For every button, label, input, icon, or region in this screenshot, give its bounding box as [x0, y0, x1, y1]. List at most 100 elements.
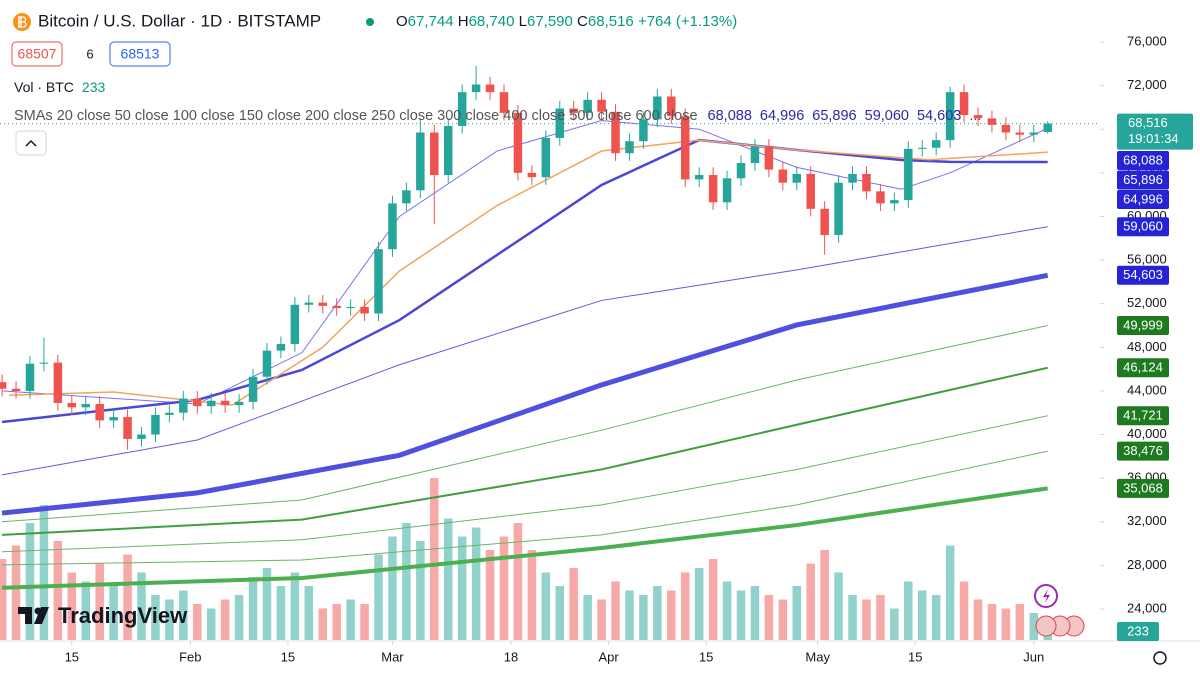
candle-body — [220, 400, 230, 406]
volume-bar — [137, 572, 146, 640]
y-tick-label: 40,000 — [1127, 426, 1167, 441]
volume-bar — [53, 541, 63, 640]
volume-bar — [39, 505, 49, 640]
candle-body — [53, 362, 63, 403]
volume-label: Vol · BTC — [14, 79, 74, 95]
volume-bar — [25, 523, 35, 640]
volume-bar — [764, 595, 774, 640]
ohlc-key: O — [396, 13, 408, 30]
sma-price-box — [1117, 441, 1169, 461]
sma-price-label: 49,999 — [1123, 317, 1163, 332]
y-tick-label: 48,000 — [1127, 339, 1167, 354]
volume-bar — [848, 595, 857, 640]
candle-body — [332, 305, 341, 309]
volume-bar — [206, 608, 216, 640]
y-tick-label: 28,000 — [1127, 557, 1167, 572]
ohlc-key: H — [458, 13, 469, 30]
candle-body — [959, 92, 969, 116]
candle-body — [597, 99, 606, 112]
volume-bar — [639, 595, 648, 640]
volume-bar — [457, 536, 467, 640]
candle-body — [569, 108, 578, 113]
x-tick-label: May — [805, 649, 830, 664]
x-tick-label: 15 — [699, 649, 713, 664]
volume-bar — [667, 590, 676, 640]
volume-bar — [583, 595, 592, 640]
y-tick-label: 32,000 — [1127, 513, 1167, 528]
candle-body — [1029, 132, 1039, 135]
candle-body — [611, 111, 620, 154]
candle-body — [680, 116, 690, 180]
volume-bar — [541, 572, 551, 640]
sell-button[interactable] — [11, 41, 63, 67]
x-tick-label: 15 — [908, 649, 922, 664]
sma-value: 64,996 — [760, 108, 804, 124]
volume-bar — [416, 541, 425, 640]
sma-price-box — [1117, 406, 1169, 426]
volume-bar — [778, 599, 788, 640]
x-tick-label: 15 — [65, 649, 79, 664]
sma-price-label: 35,068 — [1123, 480, 1163, 495]
logo-text: TradingView — [58, 603, 188, 628]
sma-line — [2, 226, 1048, 476]
volume-bar — [513, 523, 523, 640]
candle-body — [206, 400, 216, 407]
volume-bar — [332, 604, 341, 640]
volume-bar — [597, 599, 606, 640]
ohlc: O67,744 H68,740 L67,590 C68,516 +764 (+1… — [396, 13, 737, 30]
volume-bar — [792, 586, 802, 640]
candle-body — [848, 173, 857, 183]
candle-body — [890, 200, 899, 204]
sma-price-label: 41,721 — [1123, 408, 1163, 423]
candle-body — [39, 362, 49, 364]
x-tick-label: Mar — [381, 649, 404, 664]
volume-legend: Vol · BTC 233 — [14, 79, 105, 95]
candle-body — [485, 84, 495, 93]
candle-body — [555, 108, 565, 138]
volume-bar — [402, 523, 411, 640]
more: ... — [969, 108, 981, 124]
volume-bar — [360, 604, 369, 640]
sma-price-label: 54,603 — [1123, 267, 1163, 282]
volume-bar — [625, 590, 634, 640]
candle-body — [1043, 123, 1052, 133]
sma-price-label: 46,124 — [1123, 360, 1163, 375]
settings-icon[interactable] — [1153, 651, 1167, 665]
volume-bar — [931, 595, 941, 640]
candle-body — [137, 434, 146, 439]
volume-bar — [611, 581, 620, 640]
candle-body — [471, 84, 481, 93]
buy-button[interactable] — [109, 41, 171, 67]
collapse-button[interactable] — [15, 130, 47, 156]
volume-bar — [876, 595, 885, 640]
candle-body — [95, 404, 104, 421]
sma-price-box — [1117, 151, 1169, 170]
volume-bar — [820, 550, 829, 640]
candle-body — [416, 132, 425, 191]
sma-line — [9, 139, 1048, 406]
sma-price-label: 64,996 — [1123, 191, 1163, 206]
sma-label: SMAs 20 close 50 close 100 close 150 clo… — [14, 108, 698, 124]
candle-body — [625, 141, 634, 154]
volume-bar — [193, 604, 202, 640]
volume-bar — [234, 595, 244, 640]
volume-bar — [1001, 608, 1011, 640]
volume-bar — [151, 595, 160, 640]
candle-body — [764, 146, 774, 170]
sma-price-box — [1117, 478, 1169, 498]
sma-price-box — [1117, 265, 1169, 285]
volume-bar — [694, 568, 704, 640]
candle-body — [987, 118, 997, 125]
candle-body — [388, 203, 397, 250]
volume-bar — [569, 568, 578, 640]
event-icon[interactable] — [1035, 615, 1057, 637]
candle-body — [653, 96, 662, 120]
candle-body — [917, 147, 927, 149]
y-tick-label: 76,000 — [1127, 33, 1167, 48]
volume-bar — [917, 590, 927, 640]
bitcoin-glyph — [18, 16, 27, 28]
x-tick-label: Jun — [1023, 649, 1044, 664]
ohlc-key: L — [519, 13, 527, 30]
x-tick-label: Apr — [598, 649, 619, 664]
ohlc-key: C — [577, 13, 588, 30]
